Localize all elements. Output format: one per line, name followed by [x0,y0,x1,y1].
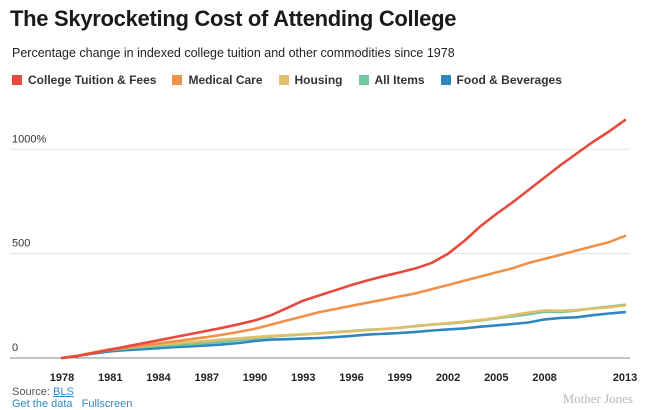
x-tick-label-2008: 2008 [532,372,556,384]
x-tick-label-1987: 1987 [195,372,219,384]
legend-swatch-medical-care [172,75,183,85]
legend-swatch-food [440,75,451,85]
legend-label-food: Food & Beverages [456,73,562,87]
legend-item-food[interactable]: Food & Beverages [440,73,562,87]
x-tick-label-1996: 1996 [339,372,363,384]
x-tick-label-1993: 1993 [291,372,315,384]
x-tick-label-2013: 2013 [613,372,637,384]
x-tick-label-2005: 2005 [484,372,508,384]
fullscreen-link[interactable]: Fullscreen [81,398,133,410]
legend-item-all-items[interactable]: All Items [358,73,425,87]
x-tick-label-1978: 1978 [50,372,74,384]
legend-swatch-tuition [12,75,22,85]
y-tick-label-500: 500 [12,238,30,250]
x-tick-label-1990: 1990 [243,372,267,384]
chart-title: The Skyrocketing Cost of Attending Colle… [10,6,457,31]
y-tick-label-0: 0 [12,342,18,354]
x-tick-label-1999: 1999 [388,372,412,384]
legend-label-all-items: All Items [374,73,425,87]
legend-label-medical-care: Medical Care [188,73,263,87]
chart-subtitle: Percentage change in indexed college tui… [12,46,455,60]
series-line-food-beverages [60,310,627,360]
brand-logo: Mother Jones [562,391,633,406]
x-tick-label-2002: 2002 [436,372,460,384]
legend-item-housing[interactable]: Housing [278,73,343,87]
legend-swatch-housing [278,75,289,85]
y-tick-label-1000: 1000% [12,133,46,145]
legend-item-medical-care[interactable]: Medical Care [172,73,263,87]
legend-label-tuition: College Tuition & Fees [28,73,157,87]
series-line-medical-care [60,234,627,360]
x-tick-label-1981: 1981 [98,372,122,384]
legend: College Tuition & Fees Medical Care Hous… [12,73,578,87]
legend-label-housing: Housing [294,73,343,87]
legend-item-tuition[interactable]: College Tuition & Fees [12,73,156,87]
x-tick-label-1984: 1984 [146,372,171,384]
source-line: Source: BLS [12,386,74,398]
source-link[interactable]: BLS [52,386,74,398]
footer-links: Get the data Fullscreen [12,398,132,410]
source-label: Source: [12,386,50,398]
get-data-link[interactable]: Get the data [12,398,73,410]
legend-swatch-all-items [358,75,369,85]
series-line-college-tuition-fees [60,118,627,360]
